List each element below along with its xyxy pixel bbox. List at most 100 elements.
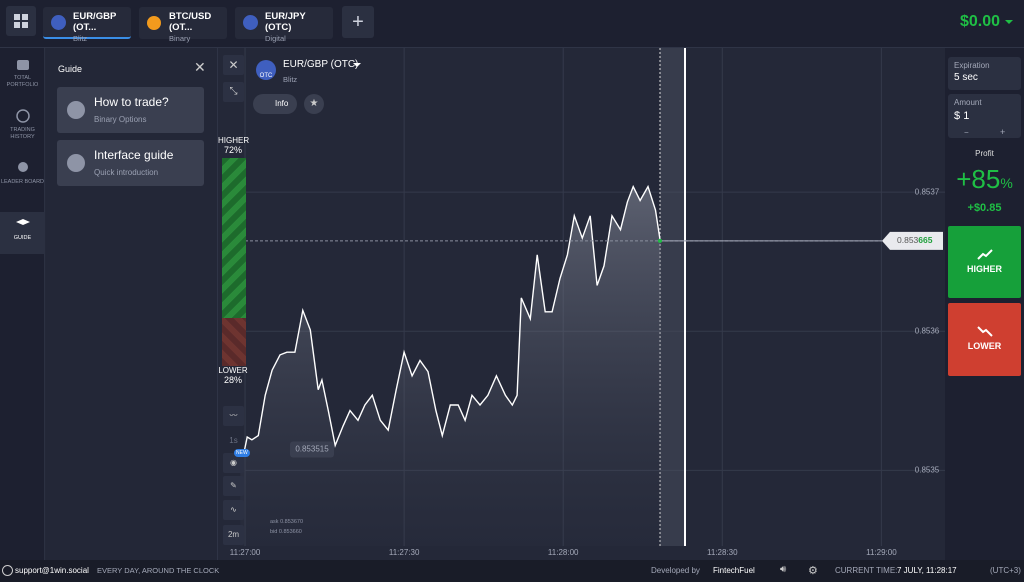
lower-sentiment: LOWER 28% [218, 366, 248, 385]
lower-button[interactable]: LOWER [948, 303, 1021, 376]
tab-title: EUR/JPY (OTC) [265, 11, 306, 33]
ask-price: ask 0.853670 [270, 519, 303, 525]
higher-button[interactable]: HIGHER [948, 226, 1021, 298]
price-tag-accent: 665 [918, 235, 932, 245]
profit-amount: +$0.85 [967, 202, 1002, 214]
guide-card[interactable]: Interface guide Quick introduction [57, 140, 204, 186]
y-tick-label: 0.8537 [915, 187, 940, 196]
price-tag-main: 0.853 [897, 235, 919, 245]
sidebar: TOTAL PORTFOLIO TRADING HISTORY LEADER B… [0, 48, 45, 560]
asset-tab[interactable]: BTC/USD (OT... Binary [139, 7, 227, 43]
new-badge: NEW [234, 449, 250, 457]
amount-label: Amount [954, 98, 982, 107]
nav-item[interactable]: LEADER BOARD [0, 160, 45, 186]
asset-tab[interactable]: EUR/GBP (OT... Blitz [43, 7, 131, 43]
asset-tab[interactable]: EUR/JPY (OTC) Digital [235, 7, 333, 43]
nav-item[interactable]: TOTAL PORTFOLIO [0, 56, 45, 89]
info-button[interactable]: Info [253, 94, 297, 114]
sentiment-label: HIGHER [218, 136, 250, 145]
sentiment-pct: 28% [223, 375, 242, 385]
profit-number: +85 [956, 164, 1001, 194]
button-label: HIGHER [966, 264, 1002, 274]
favorite-button[interactable]: ★ [304, 94, 324, 114]
balance[interactable]: $0.00 [960, 13, 1001, 30]
sound-toggle[interactable]: 🔊︎ [780, 564, 787, 575]
price-tag-label: 0.853665 [897, 235, 933, 245]
current-time: 7 JULY, 11:28:17 [897, 566, 957, 575]
time-label: CURRENT TIME: [835, 566, 898, 575]
card-subtitle: Quick introduction [94, 168, 159, 177]
x-tick-label: 11:28:30 [707, 548, 738, 557]
interval[interactable]: 1s [229, 436, 238, 445]
signals[interactable]: ◉ [223, 453, 244, 473]
card-title: How to trade? [94, 95, 169, 109]
tab-subtitle: Digital [265, 34, 286, 43]
amount-value: 1 [963, 110, 970, 122]
profit-label: Profit [975, 149, 994, 158]
y-tick-label: 0.8536 [915, 326, 940, 335]
amount-box[interactable]: Amount $ 1 − + [948, 94, 1021, 138]
footer: support@1win.social EVERY DAY, AROUND TH… [0, 560, 1024, 582]
nav-label: GUIDE [13, 235, 32, 241]
higher-bar [222, 158, 246, 318]
price-line [239, 184, 661, 471]
tab-title: EUR/GBP (OT... [73, 11, 117, 33]
support-email[interactable]: support@1win.social [15, 566, 89, 575]
menu-button[interactable] [6, 6, 36, 36]
info-label: Info [275, 99, 289, 108]
nav-item[interactable]: GUIDE [0, 212, 45, 254]
nav-item[interactable]: TRADING HISTORY [0, 108, 45, 141]
current-point [658, 238, 662, 243]
x-tick-label: 11:28:00 [548, 548, 579, 557]
guide-panel: Guide ✕ How to trade? Binary Options Inte… [46, 48, 218, 560]
decrease[interactable]: − [964, 128, 969, 137]
lower-bar [222, 318, 246, 366]
start-price-box [290, 441, 334, 458]
add-tab[interactable]: + [342, 6, 374, 38]
tab-subtitle: Binary [169, 34, 191, 43]
card-title: Interface guide [94, 148, 174, 162]
price-tag [882, 231, 943, 250]
profit-unit: % [1000, 175, 1013, 191]
timezone: (UTC+3) [990, 566, 1021, 575]
card-subtitle: Binary Options [94, 115, 147, 124]
expiration-value: 5 sec [954, 72, 978, 83]
nav-label: TOTAL PORTFOLIO [6, 75, 39, 88]
sentiment-label: LOWER [218, 366, 248, 375]
currency: $ [954, 110, 961, 122]
help-icon [2, 565, 13, 576]
y-tick-label: 0.8535 [915, 466, 940, 475]
chart-type[interactable]: 〰 [223, 406, 244, 426]
expiration-box[interactable]: Expiration 5 sec [948, 57, 1021, 90]
profit-pct: +85% [945, 164, 1024, 195]
asset-name[interactable]: EUR/GBP (OTC) [283, 59, 359, 70]
button-label: LOWER [967, 341, 1002, 351]
guide-title: Guide [58, 64, 83, 74]
settings[interactable]: ⚙︎ [808, 565, 818, 577]
x-tick-label: 11:29:00 [866, 548, 897, 557]
increase[interactable]: + [1000, 127, 1006, 137]
close-chart[interactable]: ✕ [223, 55, 244, 75]
price-area [240, 186, 661, 546]
x-tick-label: 11:27:00 [230, 548, 261, 557]
guide-card[interactable]: How to trade? Binary Options [57, 87, 204, 133]
start-price: 0.853515 [295, 445, 329, 454]
close-button[interactable]: ✕ [194, 59, 206, 75]
price-chart: 11:27:00 11:27:30 11:28:00 11:28:30 11:29:00… [230, 48, 945, 557]
x-tick-label: 11:27:30 [389, 548, 420, 557]
collapse[interactable]: ⤡ [223, 82, 244, 102]
asset-icon: OTC [256, 60, 276, 80]
sentiment-pct: 72% [223, 145, 242, 155]
nav-label: TRADING HISTORY [10, 127, 35, 140]
tab-title: BTC/USD (OT... [169, 11, 212, 33]
tab-subtitle: Blitz [73, 34, 88, 43]
support-hours: EVERY DAY, AROUND THE CLOCK [97, 566, 220, 575]
indicators[interactable]: ∿ [223, 500, 244, 520]
draw-tool[interactable]: ✎ [223, 476, 244, 496]
trade-panel: Expiration 5 sec Amount $ 1 − + Profit +85%… [945, 48, 1024, 560]
balance-caret [1005, 20, 1013, 28]
higher-sentiment: HIGHER 72% [218, 136, 250, 155]
timeframe[interactable]: 2m [223, 525, 244, 545]
asset-caret [353, 63, 361, 71]
